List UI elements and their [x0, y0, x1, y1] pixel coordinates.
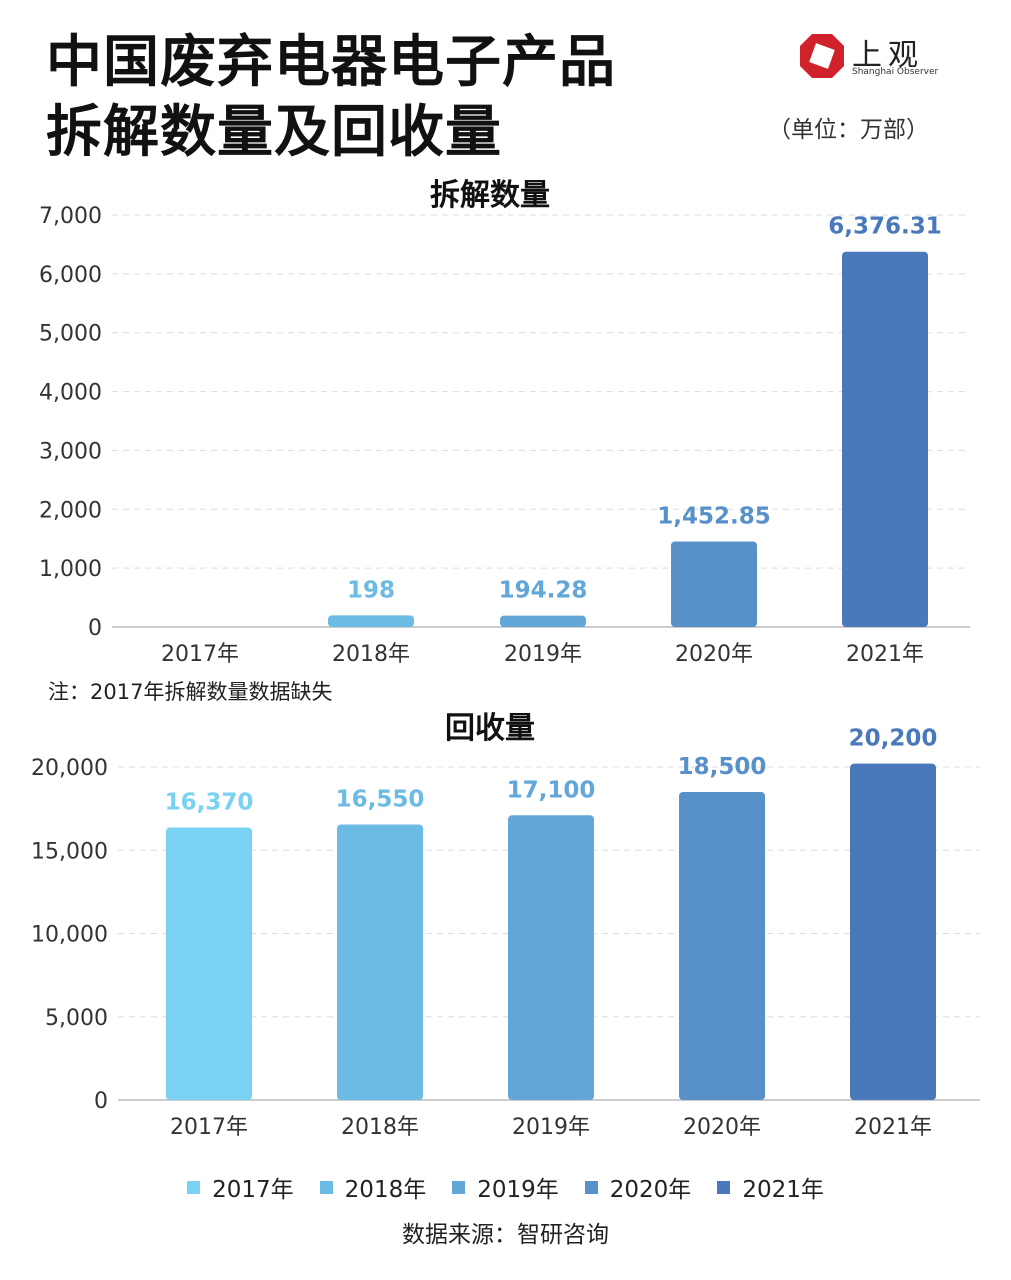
- chart2-ytick-label: 5,000: [45, 1006, 108, 1031]
- chart2-bar: [508, 815, 594, 1100]
- chart1-ytick-label: 0: [88, 616, 102, 641]
- chart2-data-label: 17,100: [507, 777, 596, 803]
- chart1-ytick-label: 6,000: [39, 263, 102, 288]
- chart1-ytick-label: 1,000: [39, 557, 102, 582]
- chart1-data-label: 1,452.85: [657, 503, 771, 529]
- chart1-ytick-label: 7,000: [39, 204, 102, 229]
- chart2-bar: [850, 763, 936, 1100]
- chart2-ytick-label: 20,000: [31, 756, 108, 781]
- chart1-ytick-label: 2,000: [39, 498, 102, 523]
- logo-mark-icon: [800, 34, 844, 78]
- chart2-ytick-label: 10,000: [31, 923, 108, 948]
- legend-item: 2019年: [452, 1170, 559, 1204]
- chart2-bar: [337, 824, 423, 1100]
- note-text: 注：2017年拆解数量数据缺失: [48, 680, 333, 704]
- chart1-bar: [671, 541, 757, 627]
- legend-label: 2020年: [609, 1177, 692, 1203]
- legend-swatch: [452, 1180, 466, 1194]
- title-line-2: 拆解数量及回收量: [46, 100, 502, 165]
- chart1-bar: [500, 615, 586, 627]
- chart1-ytick-label: 3,000: [39, 439, 102, 464]
- legend-label: 2018年: [344, 1177, 427, 1203]
- legend-swatch: [717, 1180, 731, 1194]
- legend-label: 2017年: [212, 1177, 294, 1203]
- legend-swatch: [584, 1180, 598, 1194]
- chart2-bar: [679, 791, 765, 1100]
- chart1-xtick-label: 2021年: [846, 642, 924, 667]
- chart2-xtick-label: 2020年: [683, 1115, 761, 1140]
- chart1-bar: [842, 251, 928, 627]
- legend-item: 2021年: [717, 1170, 824, 1204]
- chart1-xtick-label: 2019年: [504, 642, 582, 667]
- legend-swatch: [319, 1180, 333, 1194]
- legend-label: 2021年: [742, 1177, 824, 1203]
- chart1-data-label: 198: [347, 577, 395, 603]
- unit-label: （单位：万部）: [768, 117, 929, 143]
- chart2-title: 回收量: [445, 711, 535, 746]
- chart2-xtick-label: 2019年: [512, 1115, 590, 1140]
- chart2-xtick-label: 2017年: [170, 1115, 248, 1140]
- chart2-data-label: 20,200: [849, 726, 938, 752]
- logo-subtext: Shanghai Observer: [852, 67, 939, 77]
- chart1-data-label: 194.28: [499, 578, 588, 604]
- title-line-1: 中国废弃电器电子产品: [46, 30, 616, 95]
- legend-item: 2018年: [319, 1170, 427, 1204]
- source-text: 数据来源：智研咨询: [402, 1222, 609, 1248]
- chart1-bar: [328, 615, 414, 627]
- legend-swatch: [187, 1180, 201, 1194]
- chart1-xtick-label: 2018年: [332, 642, 410, 667]
- legend-label: 2019年: [477, 1177, 559, 1203]
- chart1-xtick-label: 2020年: [675, 642, 753, 667]
- legend-item: 2020年: [584, 1170, 692, 1204]
- shanghai-observer-logo: 上观 Shanghai Observer: [798, 32, 948, 84]
- page-title: 中国废弃电器电子产品 拆解数量及回收量: [46, 28, 686, 168]
- legend-item: 2017年: [187, 1170, 294, 1204]
- chart1-title: 拆解数量: [430, 178, 550, 213]
- chart1-data-label: 6,376.31: [828, 214, 942, 240]
- chart2-ytick-label: 15,000: [31, 839, 108, 864]
- legend: 2017年 2018年 2019年 2020年 2021年: [0, 1170, 1011, 1204]
- chart2-data-label: 16,550: [336, 786, 425, 812]
- chart1-ytick-label: 5,000: [39, 322, 102, 347]
- chart2-bar: [166, 827, 252, 1100]
- logo-text: 上观: [852, 38, 924, 73]
- chart2-ytick-label: 0: [94, 1089, 108, 1114]
- chart2-data-label: 18,500: [678, 754, 767, 780]
- chart1-xtick-label: 2017年: [161, 642, 239, 667]
- chart2-data-label: 16,370: [165, 789, 254, 815]
- chart2-xtick-label: 2018年: [341, 1115, 419, 1140]
- chart2-xtick-label: 2021年: [854, 1115, 932, 1140]
- chart1-ytick-label: 4,000: [39, 381, 102, 406]
